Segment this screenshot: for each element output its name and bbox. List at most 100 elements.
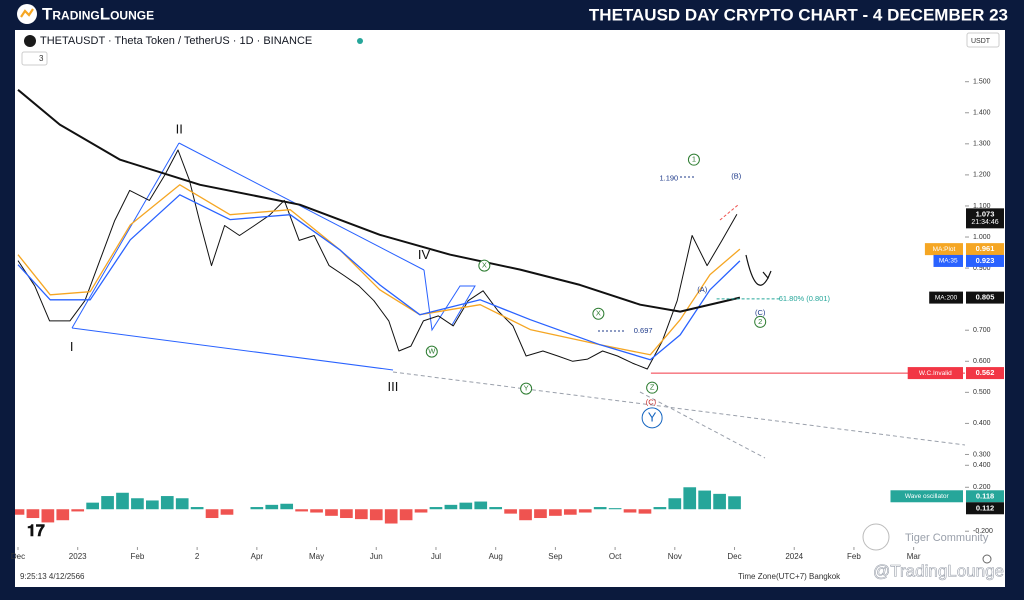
osc-bar <box>295 509 308 512</box>
osc-bar <box>429 507 443 510</box>
settings-icon[interactable] <box>982 554 992 564</box>
osc-bar <box>56 509 70 521</box>
price-tag-value: 0.118 <box>976 491 994 500</box>
osc-bar <box>175 498 189 510</box>
osc-bar <box>26 509 40 519</box>
x-tick-label: Dec <box>727 552 741 561</box>
wave-circle <box>425 345 438 358</box>
osc-bar <box>369 509 383 521</box>
osc-bar <box>474 501 488 510</box>
x-tick-label: Oct <box>609 552 622 561</box>
wave-circle <box>687 153 700 166</box>
osc-bar <box>698 490 712 510</box>
y-tick-label: 0.200 <box>973 484 991 491</box>
dashed-line <box>719 204 739 221</box>
osc-bar <box>728 496 741 510</box>
price-tag <box>966 490 1004 503</box>
osc-bar <box>41 509 55 523</box>
wave-label: (C) <box>646 398 657 407</box>
osc-bar <box>220 509 234 515</box>
osc-bar <box>146 500 159 510</box>
osc-bar <box>160 496 174 510</box>
wave-label: (B) <box>731 172 742 181</box>
wave-label: W <box>428 347 436 356</box>
price-tag-value: 0.961 <box>976 244 995 253</box>
wave-circle <box>592 307 605 320</box>
tag-label-box <box>907 367 963 380</box>
y-tick-label: 0.600 <box>973 358 991 365</box>
wave-label: 1 <box>692 155 696 164</box>
price-tag <box>966 367 1004 380</box>
wave-label: 0.697 <box>634 326 653 335</box>
osc-bar <box>638 509 652 514</box>
dashed-line <box>639 391 766 459</box>
handle: @TradingLounge <box>873 561 1004 580</box>
y-tick-label: 0.500 <box>973 389 991 396</box>
x-tick-label: May <box>309 552 324 561</box>
price-tag-value: 0.112 <box>976 503 994 512</box>
currency-box[interactable] <box>966 32 1000 48</box>
watermark: Tiger Community <box>905 532 989 544</box>
trend-line <box>71 142 180 329</box>
osc-bar <box>608 508 622 510</box>
y-tick-label: 1.000 <box>973 234 991 241</box>
osc-bar <box>86 502 99 510</box>
y-tick-label: 0.300 <box>973 451 991 458</box>
wave-label: Y <box>524 384 529 393</box>
x-tick-label: Mar <box>907 552 921 561</box>
y-tick-label: -0.200 <box>973 528 993 535</box>
osc-bar <box>713 493 726 510</box>
series-line <box>17 184 741 356</box>
indicator-box[interactable] <box>21 51 48 66</box>
wave-label: II <box>176 121 183 136</box>
osc-bar <box>683 487 697 510</box>
tag-label-box <box>924 243 963 256</box>
wave-label: 61.80% (0.801) <box>779 294 831 303</box>
tag-label-box <box>929 291 963 304</box>
price-tag-value: 1.073 <box>976 209 995 218</box>
y-tick-label: 0.700 <box>973 327 991 334</box>
wave-circle <box>478 259 491 272</box>
chart-area <box>15 30 1005 587</box>
logo-text: TradingLounge <box>42 4 154 23</box>
osc-bar <box>489 507 503 510</box>
osc-bar <box>504 509 517 514</box>
x-tick-label: Jun <box>370 552 383 561</box>
tag-label: MA:35 <box>939 258 958 265</box>
osc-bar <box>563 509 577 515</box>
symbol-title: THETAUSDT · Theta Token / TetherUS · 1D … <box>40 35 312 47</box>
axes: 1.500 1.400 1.300 1.200 1.100 1.000 0.900 0.700… <box>11 79 993 562</box>
series-line <box>17 194 741 361</box>
osc-bar <box>414 509 428 513</box>
tag-label: W.C.Invalid <box>919 370 952 377</box>
osc-bar <box>519 509 532 521</box>
indicator-count[interactable]: 3 <box>39 54 44 63</box>
osc-bar <box>549 509 562 516</box>
currency[interactable]: USDT <box>971 38 991 45</box>
symbol-icon <box>24 35 36 47</box>
price-tag-value: 0.562 <box>976 368 995 377</box>
x-tick-label: Apr <box>251 552 264 561</box>
projection-arrow <box>745 254 769 286</box>
wave-label: IV <box>418 247 431 262</box>
price-tag-value: 0.805 <box>976 293 995 302</box>
tag-label: MA:Plot <box>933 246 956 253</box>
osc-bar <box>578 509 592 513</box>
wave-circle <box>754 315 767 328</box>
tag-label: MA:200 <box>935 294 958 301</box>
osc-bar <box>131 498 144 510</box>
osc-bar <box>15 509 25 515</box>
wave-label: X <box>596 309 601 318</box>
arrow-head <box>762 270 772 280</box>
clock: 9:25:13 4/12/2566 <box>20 572 85 581</box>
timezone: Time Zone(UTC+7) Bangkok <box>738 572 841 581</box>
trend-line <box>178 142 425 271</box>
y-tick-label: 1.300 <box>973 141 991 148</box>
tag-label-box <box>933 254 963 267</box>
osc-bar <box>399 509 413 521</box>
x-tick-label: 2023 <box>69 552 87 561</box>
osc-bar <box>444 504 458 510</box>
wave-label: 1.190 <box>659 174 678 183</box>
osc-bar <box>354 509 368 520</box>
